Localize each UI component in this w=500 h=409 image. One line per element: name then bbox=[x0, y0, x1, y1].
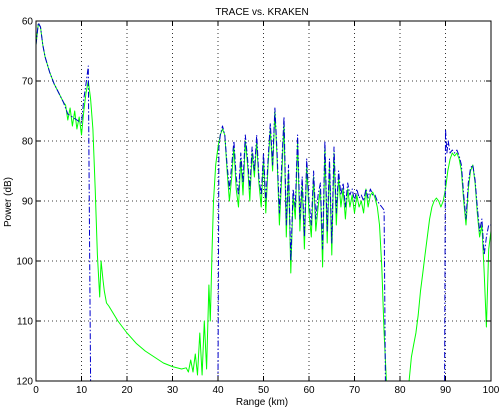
y-tick-label: 60 bbox=[22, 17, 34, 28]
x-tick-label: 10 bbox=[76, 385, 88, 396]
y-tick-label: 70 bbox=[22, 77, 34, 88]
y-axis-label: Power (dB) bbox=[3, 177, 14, 227]
x-tick-label: 70 bbox=[349, 385, 361, 396]
y-tick-label: 80 bbox=[22, 137, 34, 148]
x-tick-label: 30 bbox=[167, 385, 179, 396]
chart-title: TRACE vs. KRAKEN bbox=[215, 7, 308, 18]
x-tick-label: 90 bbox=[440, 385, 452, 396]
x-tick-label: 60 bbox=[303, 385, 315, 396]
y-tick-label: 120 bbox=[16, 377, 33, 388]
x-tick-label: 40 bbox=[212, 385, 224, 396]
series-line-2 bbox=[35, 22, 491, 382]
series-line-1 bbox=[35, 23, 492, 382]
x-tick-label: 80 bbox=[394, 385, 406, 396]
x-tick-label: 0 bbox=[33, 385, 39, 396]
y-tick-label: 100 bbox=[16, 257, 33, 268]
x-tick-label: 20 bbox=[121, 385, 133, 396]
x-tick-label: 100 bbox=[483, 385, 500, 396]
x-axis-label: Range (km) bbox=[236, 397, 288, 408]
series-layer bbox=[35, 22, 492, 382]
y-tick-label: 110 bbox=[17, 317, 33, 328]
y-tick-label: 90 bbox=[22, 197, 34, 208]
tick-layer: 0 10 20 30 40 50 60 70 80 90 100 60 70 80 90 100 110 120 bbox=[16, 17, 499, 397]
x-tick-label: 50 bbox=[258, 385, 270, 396]
